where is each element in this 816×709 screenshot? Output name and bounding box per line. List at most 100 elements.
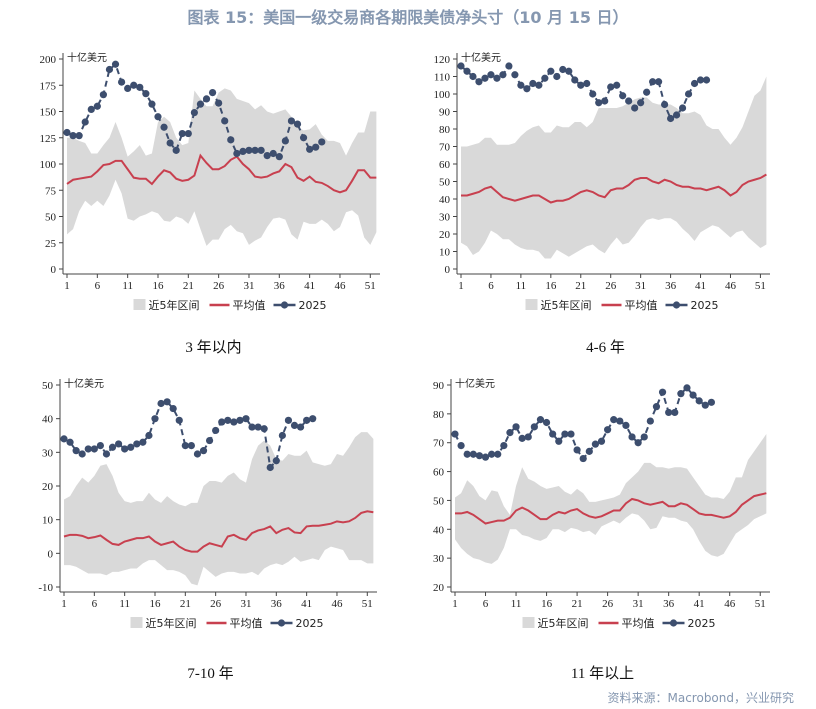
x-tick-label: 36 xyxy=(665,280,677,292)
y2025-point xyxy=(196,100,205,108)
x-tick-label: 26 xyxy=(602,598,614,610)
y2025-point xyxy=(312,143,320,151)
y2025-point xyxy=(163,398,171,406)
y-tick-label: 90 xyxy=(439,107,451,119)
y2025-point xyxy=(284,416,293,424)
legend-band-swatch xyxy=(522,617,535,628)
y-tick-label: -10 xyxy=(38,582,53,594)
y2025-point xyxy=(628,433,636,441)
unit-label: 十亿美元 xyxy=(67,51,107,64)
legend-band-swatch xyxy=(130,617,143,628)
panel-subtitle: 4-6 年 xyxy=(586,339,625,356)
y2025-point xyxy=(512,423,520,431)
y2025-point xyxy=(640,433,648,441)
y2025-point xyxy=(154,113,162,121)
y2025-point xyxy=(457,442,465,450)
x-tick-label: 36 xyxy=(663,598,675,610)
x-tick-label: 16 xyxy=(152,280,164,292)
x-tick-label: 1 xyxy=(458,280,464,292)
y2025-point xyxy=(90,445,98,453)
y-tick-label: 60 xyxy=(433,467,445,479)
y-tick-label: 200 xyxy=(40,54,57,66)
y-tick-label: 175 xyxy=(40,80,57,92)
y2025-line xyxy=(454,386,712,461)
y2025-point xyxy=(208,89,217,97)
y2025-point xyxy=(541,74,549,82)
y2025-point xyxy=(571,76,579,84)
y2025-point xyxy=(72,447,80,455)
y-tick-label: 20 xyxy=(433,582,445,594)
x-tick-label: 36 xyxy=(271,598,283,610)
y-tick-label: 100 xyxy=(40,159,57,171)
y2025-point xyxy=(157,399,165,408)
y2025-point xyxy=(75,132,83,140)
y2025-point xyxy=(559,65,567,74)
y2025-point xyxy=(96,442,104,450)
y2025-point xyxy=(278,431,286,440)
x-tick-label: 26 xyxy=(605,280,617,292)
y2025-point xyxy=(127,443,135,451)
y2025-point xyxy=(585,447,593,455)
average-line xyxy=(455,492,767,525)
legend-2025-label: 2025 xyxy=(688,617,716,630)
y2025-point xyxy=(643,88,651,96)
y-tick-label: 0 xyxy=(48,548,54,560)
y-tick-label: 40 xyxy=(439,194,451,206)
y-tick-label: 120 xyxy=(434,54,451,66)
y-tick-label: 60 xyxy=(439,159,451,171)
y2025-point xyxy=(652,403,661,411)
five-year-range-band xyxy=(455,434,767,564)
y2025-point xyxy=(542,418,551,427)
y2025-point xyxy=(500,442,508,450)
y2025-point xyxy=(671,408,679,417)
y2025-point xyxy=(595,99,603,107)
y2025-point xyxy=(184,129,192,138)
x-tick-label: 16 xyxy=(541,598,553,610)
x-tick-label: 21 xyxy=(183,280,194,292)
y2025-point xyxy=(290,421,299,429)
unit-label: 十亿美元 xyxy=(461,51,501,64)
y2025-point xyxy=(108,443,117,451)
y2025-point xyxy=(111,60,120,68)
y2025-point xyxy=(702,76,711,84)
y2025-point xyxy=(293,120,302,128)
y2025-point xyxy=(475,452,484,460)
y2025-point xyxy=(561,430,569,438)
legend-2025-label: 2025 xyxy=(296,617,324,630)
y2025-point xyxy=(81,118,89,126)
y2025-point xyxy=(272,457,280,465)
y2025-point xyxy=(133,440,141,448)
y-tick-label: 20 xyxy=(439,229,451,241)
y2025-point xyxy=(658,388,667,396)
y2025-point xyxy=(275,153,283,161)
y-tick-label: 30 xyxy=(439,212,451,224)
y2025-point xyxy=(84,445,92,453)
x-tick-label: 1 xyxy=(61,598,67,610)
x-tick-label: 41 xyxy=(695,280,706,292)
x-tick-label: 31 xyxy=(240,598,251,610)
y2025-point xyxy=(481,74,489,82)
legend: 近5年区间 平均值 2025 xyxy=(133,298,327,312)
x-tick-label: 46 xyxy=(331,598,343,610)
y2025-point xyxy=(672,111,681,119)
y2025-point xyxy=(573,446,581,454)
y2025-point xyxy=(266,463,274,472)
y2025-point xyxy=(622,421,630,429)
y2025-point xyxy=(230,418,238,426)
x-tick-label: 26 xyxy=(213,280,225,292)
y2025-point xyxy=(597,437,606,445)
y2025-point xyxy=(469,450,477,458)
y2025-point xyxy=(263,152,271,160)
y2025-point xyxy=(172,146,180,154)
y2025-point xyxy=(494,450,502,458)
y2025-point xyxy=(148,100,156,108)
y2025-point xyxy=(151,415,159,423)
y2025-point xyxy=(517,81,525,89)
y2025-point xyxy=(553,72,561,81)
y-tick-label: 50 xyxy=(433,495,445,507)
y-tick-label: 20 xyxy=(42,481,54,493)
y2025-point xyxy=(199,447,208,455)
average-line xyxy=(66,153,377,194)
y2025-point xyxy=(233,149,241,158)
